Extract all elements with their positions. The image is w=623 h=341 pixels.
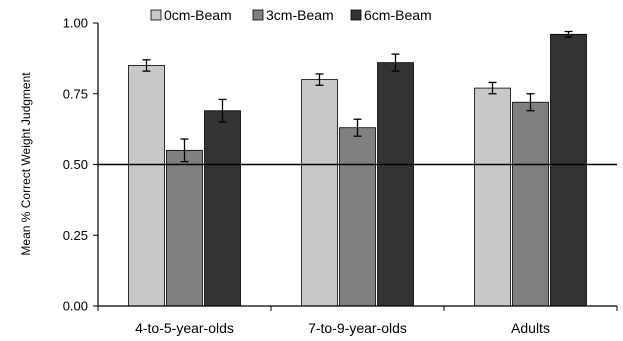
bars bbox=[128, 33, 587, 307]
bar-0cm-beam-3 bbox=[474, 87, 511, 307]
bar-6cm-beam-3 bbox=[550, 33, 587, 307]
bar-6cm-beam-2 bbox=[377, 62, 414, 307]
y-tick-label: 0.25 bbox=[63, 228, 88, 243]
legend: 0cm-Beam 3cm-Beam 6cm-Beam bbox=[150, 7, 432, 23]
y-tick-label: 0.00 bbox=[63, 299, 88, 314]
y-axis-label: Mean % Correct Weight Judgment bbox=[19, 72, 33, 256]
legend-swatch bbox=[150, 9, 162, 21]
error-bars bbox=[142, 30, 573, 163]
legend-swatch bbox=[252, 9, 264, 21]
legend-label: 3cm-Beam bbox=[266, 7, 334, 23]
legend-label: 6cm-Beam bbox=[364, 7, 432, 23]
bar-3cm-beam-1 bbox=[166, 149, 203, 307]
y-tick-label: 0.50 bbox=[63, 157, 88, 172]
legend-swatch bbox=[350, 9, 362, 21]
bar-6cm-beam-1 bbox=[204, 110, 241, 307]
legend-label: 0cm-Beam bbox=[164, 7, 232, 23]
y-axis: 0.00 0.25 0.50 0.75 1.00 bbox=[63, 16, 98, 314]
bar-0cm-beam-1 bbox=[128, 65, 165, 307]
x-tick-label: 4-to-5-year-olds bbox=[135, 320, 234, 336]
x-tick-label: 7-to-9-year-olds bbox=[308, 320, 407, 336]
bar-3cm-beam-3 bbox=[512, 101, 549, 307]
axes bbox=[97, 23, 618, 311]
bar-3cm-beam-2 bbox=[339, 127, 376, 307]
x-axis: 4-to-5-year-olds 7-to-9-year-olds Adults bbox=[135, 320, 550, 336]
y-tick-label: 1.00 bbox=[63, 16, 88, 31]
x-tick-label: Adults bbox=[511, 320, 550, 336]
y-tick-label: 0.75 bbox=[63, 86, 88, 101]
bar-0cm-beam-2 bbox=[301, 79, 338, 307]
